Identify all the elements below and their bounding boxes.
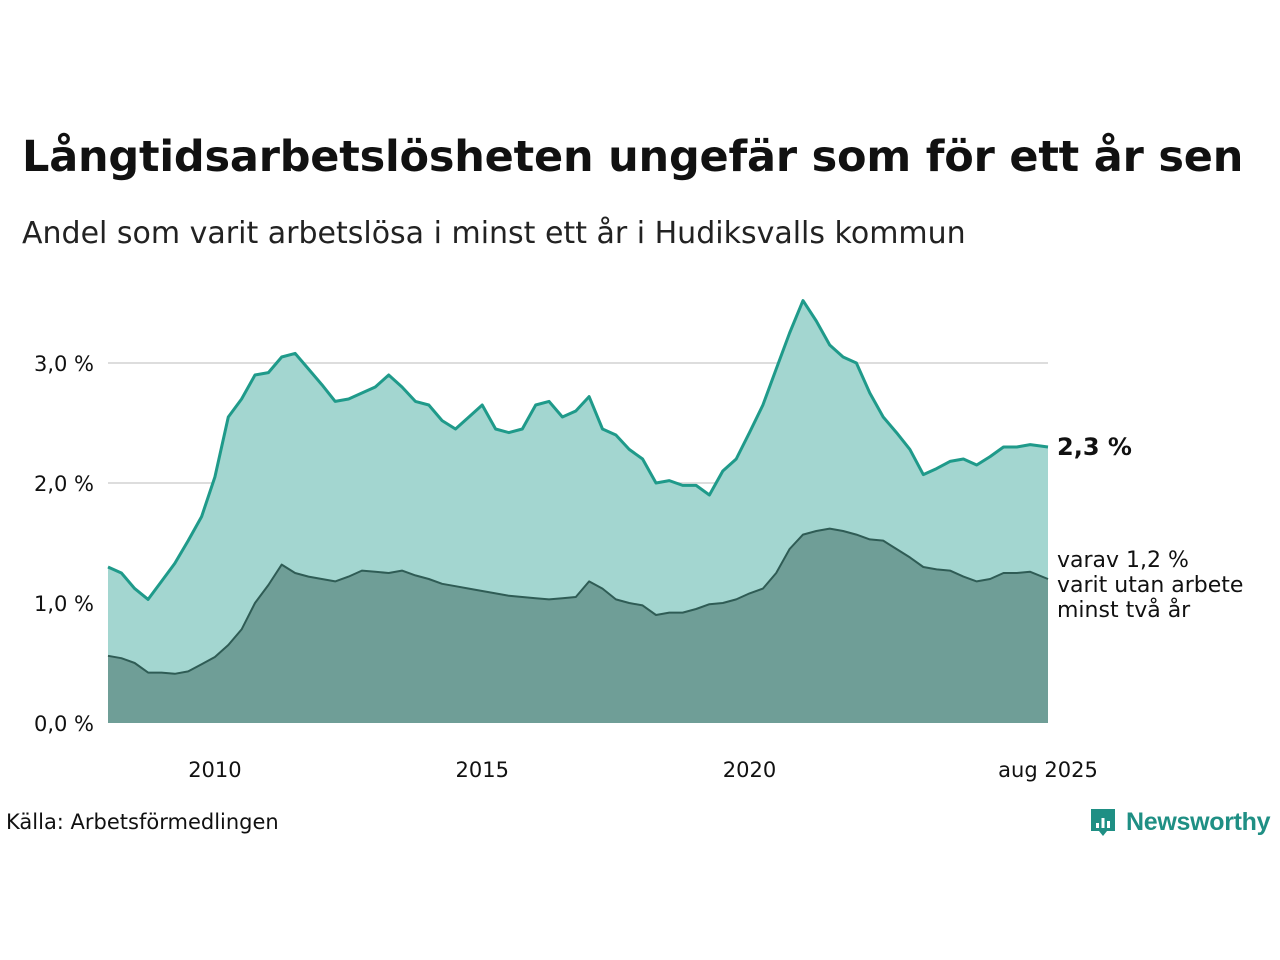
primary-end-label: 2,3 % (1057, 433, 1132, 461)
series-areas (108, 300, 1048, 723)
x-tick-label: 2020 (723, 758, 776, 782)
two-year-unemployment-area (108, 528, 1048, 723)
secondary-end-label: minst två år (1057, 597, 1191, 623)
series-lines (107, 299, 1049, 675)
area-chart: 0,0 % 1,0 % 2,0 % 3,0 % 2010 2015 2020 aug 2025… (34, 299, 1243, 782)
y-tick-label: 3,0 % (34, 352, 94, 376)
long-term-unemployment-line (107, 299, 1049, 601)
chart-subtitle: Andel som varit arbetslösa i minst ett å… (22, 216, 966, 251)
y-tick-label: 0,0 % (34, 712, 94, 736)
secondary-end-label: varit utan arbete (1057, 573, 1243, 598)
brand-logo: Newsworthy (1088, 804, 1271, 840)
y-tick-label: 2,0 % (34, 472, 94, 496)
chart-title: Långtidsarbetslösheten ungefär som för e… (22, 132, 1244, 182)
newsworthy-logo-icon (1091, 809, 1115, 836)
source-note: Källa: Arbetsförmedlingen (6, 810, 279, 834)
axis-labels: 0,0 % 1,0 % 2,0 % 3,0 % 2010 2015 2020 aug 2025 (34, 352, 1098, 782)
x-tick-label: aug 2025 (998, 758, 1098, 782)
y-tick-label: 1,0 % (34, 592, 94, 616)
brand-name: Newsworthy (1126, 807, 1271, 836)
x-tick-label: 2010 (188, 758, 241, 782)
secondary-end-label: varav 1,2 % (1057, 548, 1189, 573)
two-year-unemployment-line (107, 527, 1049, 675)
x-tick-label: 2015 (455, 758, 508, 782)
